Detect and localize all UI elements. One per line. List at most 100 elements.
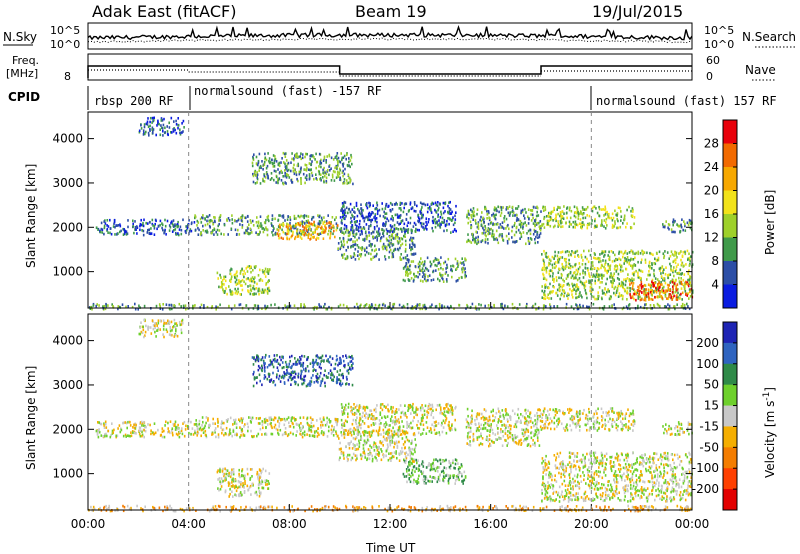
power-echo-cell: [481, 211, 483, 214]
velocity-echo-cell: [308, 427, 310, 431]
power-echo-cell: [632, 292, 635, 296]
power-echo-cell: [518, 303, 521, 306]
power-echo-cell: [311, 216, 314, 219]
power-echo-cell: [153, 233, 156, 236]
power-echo-cell: [477, 240, 480, 243]
velocity-echo-cell: [335, 430, 337, 433]
power-echo-cell: [221, 282, 224, 286]
power-echo-cell: [308, 232, 310, 236]
power-echo-cell: [310, 233, 313, 237]
power-echo-cell: [279, 232, 281, 236]
power-echo-cell: [450, 231, 452, 234]
velocity-echo-cell: [175, 428, 178, 431]
power-echo-cell: [233, 304, 236, 307]
power-echo-cell: [431, 303, 433, 307]
power-echo-cell: [371, 243, 373, 246]
velocity-echo-cell: [311, 434, 314, 438]
velocity-echo-cell: [371, 457, 374, 461]
velocity-echo-cell: [412, 460, 414, 463]
power-echo-cell: [243, 275, 245, 279]
power-echo-cell: [633, 263, 635, 267]
velocity-echo-cell: [262, 467, 264, 471]
power-echo-cell: [525, 304, 528, 308]
velocity-echo-cell: [229, 475, 232, 479]
power-echo-cell: [370, 306, 373, 309]
power-echo-cell: [553, 262, 556, 266]
power-echo-cell: [136, 225, 138, 228]
power-echo-cell: [414, 252, 417, 256]
velocity-echo-cell: [111, 422, 113, 425]
power-echo-cell: [577, 305, 579, 308]
power-echo-cell: [110, 232, 113, 236]
power-echo-cell: [252, 180, 255, 184]
power-echo-cell: [669, 262, 671, 266]
power-echo-cell: [173, 224, 175, 228]
velocity-echo-cell: [404, 455, 407, 458]
power-echo-cell: [318, 233, 320, 236]
power-ytick-label: 2000: [52, 220, 83, 234]
power-echo-cell: [320, 165, 322, 169]
velocity-echo-cell: [367, 448, 370, 451]
power-echo-cell: [465, 307, 467, 310]
power-echo-cell: [347, 181, 350, 185]
power-echo-cell: [653, 304, 655, 307]
power-echo-cell: [633, 278, 635, 281]
velocity-echo-cell: [196, 424, 199, 427]
power-echo-cell: [558, 283, 560, 286]
power-echo-cell: [651, 282, 653, 285]
power-echo-cell: [430, 279, 433, 282]
power-echo-cell: [679, 297, 681, 300]
power-echo-cell: [342, 245, 345, 249]
velocity-echo-cell: [271, 426, 273, 430]
power-echo-cell: [247, 232, 249, 235]
power-echo-cell: [452, 264, 454, 268]
power-echo-cell: [330, 179, 333, 182]
power-echo-cell: [661, 265, 664, 268]
power-echo-cell: [156, 124, 158, 127]
power-echo-cell: [297, 162, 299, 166]
power-echo-cell: [619, 206, 621, 210]
power-echo-cell: [358, 257, 360, 261]
velocity-echo-cell: [385, 430, 388, 434]
power-echo-cell: [517, 205, 520, 208]
power-echo-cell: [490, 306, 493, 309]
power-echo-cell: [623, 287, 626, 291]
velocity-echo-cell: [342, 454, 345, 457]
power-echo-cell: [546, 219, 549, 223]
velocity-echo-cell: [164, 424, 166, 427]
power-echo-cell: [508, 205, 511, 208]
power-echo-cell: [688, 264, 691, 267]
power-echo-cell: [575, 304, 578, 307]
power-echo-cell: [508, 237, 510, 241]
power-echo-cell: [179, 225, 182, 229]
power-echo-cell: [553, 285, 555, 289]
velocity-echo-cell: [377, 445, 380, 449]
power-echo-cell: [426, 203, 429, 206]
power-echo-cell: [355, 201, 358, 205]
power-echo-cell: [219, 303, 221, 307]
power-echo-cell: [346, 152, 348, 155]
velocity-echo-cell: [342, 451, 345, 455]
velocity-echo-cell: [360, 457, 363, 461]
power-echo-cell: [265, 158, 268, 162]
power-echo-cell: [543, 293, 546, 296]
power-echo-cell: [430, 211, 433, 214]
power-echo-cell: [577, 255, 580, 258]
velocity-echo-cell: [391, 433, 394, 436]
power-echo-cell: [347, 238, 350, 242]
power-echo-cell: [676, 256, 678, 259]
velocity-echo-cell: [250, 493, 252, 496]
power-echo-cell: [405, 218, 408, 221]
power-echo-cell: [386, 230, 389, 233]
power-echo-cell: [132, 219, 134, 223]
power-echo-cell: [334, 235, 336, 239]
power-echo-cell: [602, 274, 605, 278]
power-echo-cell: [672, 230, 675, 234]
power-echo-cell: [667, 286, 670, 290]
power-echo-cell: [196, 219, 199, 223]
velocity-echo-cell: [378, 419, 381, 422]
velocity-echo-cell: [105, 426, 108, 429]
velocity-echo-cell: [299, 428, 301, 431]
power-echo-cell: [484, 233, 487, 237]
